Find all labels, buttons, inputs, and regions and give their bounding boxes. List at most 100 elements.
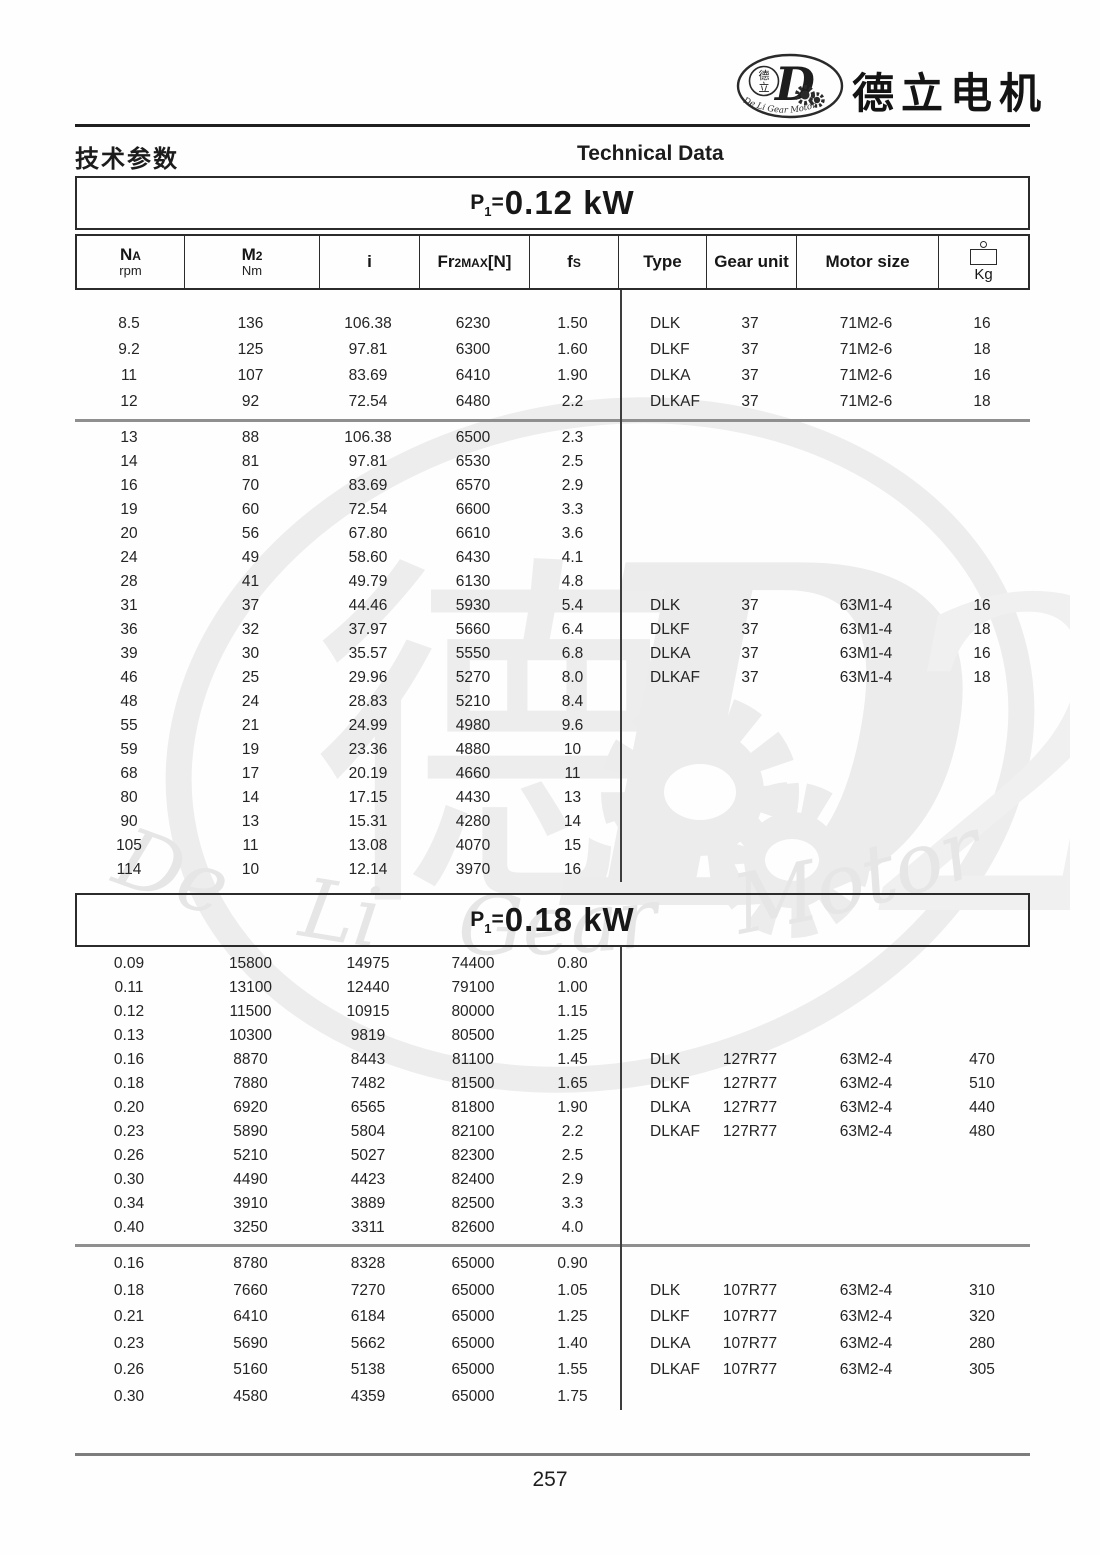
power-equals: =: [491, 191, 504, 214]
table-block: 13 88 106.38 6500 2.3 14 81 97.81 6530 2.5 16 70 83.…: [75, 426, 1030, 882]
table-row: 0.30 4580 4359 65000 1.75: [75, 1384, 1030, 1411]
table-cell: 310: [969, 1281, 995, 1299]
table-block: 8.5 136 106.38 6230 1.50 DLK 37 71M2-6 16 9.2 125 9…: [75, 311, 1030, 415]
table-cell: 20.19: [348, 765, 388, 782]
table-cell: 5890: [233, 1123, 268, 1140]
table-cell: 60: [241, 501, 260, 518]
table-cell: 28: [120, 573, 138, 590]
table-cell: 6.8: [561, 645, 584, 662]
table-cell: 11: [242, 837, 259, 854]
col-header-motor-size: Motor size: [797, 236, 939, 288]
table-row: 55 21 24.99 4980 9.6: [75, 714, 1030, 738]
table-cell: 36: [120, 621, 138, 638]
table-cell: 35.57: [348, 645, 388, 662]
table-cell: 0.23: [113, 1123, 145, 1140]
table-cell: 320: [969, 1308, 995, 1326]
table-cell: 8870: [233, 1051, 268, 1068]
table-cell: 24: [241, 693, 260, 710]
table-cell: 97.81: [348, 341, 388, 358]
table-cell: DLK: [650, 1281, 681, 1299]
table-cell: 11: [564, 765, 581, 782]
company-name: 德立电机: [852, 69, 1049, 118]
table-row: 20 56 67.80 6610 3.6: [75, 522, 1030, 546]
table-cell: 136: [237, 315, 264, 332]
table-cell: 63M1-4: [839, 645, 893, 662]
table-cell: 15: [563, 837, 582, 854]
table-cell: 1.65: [557, 1075, 588, 1092]
table-cell: 37: [741, 341, 759, 358]
table-cell: 7482: [350, 1075, 386, 1092]
logo-d-letter: D: [773, 57, 815, 111]
table-cell: 6480: [455, 393, 491, 410]
table-cell: 4423: [350, 1171, 386, 1188]
table-cell: 65000: [451, 1361, 495, 1379]
table-cell: 58.60: [348, 549, 388, 566]
table-row: 0.23 5690 5662 65000 1.40 DLKA 107R77 63M2-4 280: [75, 1331, 1030, 1358]
table-cell: 4070: [455, 837, 491, 854]
table-cell: 107R77: [722, 1361, 778, 1379]
table-cell: 18: [973, 393, 991, 410]
table-cell: 28.83: [348, 693, 388, 710]
table-cell: 16: [120, 477, 138, 494]
table-cell: 6920: [233, 1099, 268, 1116]
table-cell: 127R77: [722, 1099, 778, 1116]
table-cell: 1.40: [557, 1334, 588, 1352]
table-row: 0.12 11500 10915 80000 1.15: [75, 1000, 1030, 1024]
table-cell: 127R77: [722, 1123, 778, 1140]
table-cell: 6300: [455, 341, 491, 358]
table-cell: 56: [241, 525, 260, 542]
table-cell: 0.18: [113, 1075, 145, 1092]
table-cell: 1.50: [557, 315, 588, 332]
power-symbol: P: [470, 191, 485, 214]
table-cell: 12440: [346, 979, 390, 996]
table-cell: 37: [741, 597, 759, 614]
table-cell: 10: [563, 741, 582, 758]
table-cell: DLK: [650, 315, 681, 332]
table-cell: 4280: [455, 813, 491, 830]
table-cell: 5138: [350, 1361, 386, 1379]
table-cell: 14: [120, 453, 138, 470]
table-row: 114 10 12.14 3970 16: [75, 858, 1030, 882]
table-cell: 25: [241, 669, 260, 686]
table-cell: 5210: [233, 1147, 268, 1164]
table-cell: 9.6: [561, 717, 584, 734]
table-row: 36 32 37.97 5660 6.4 DLKF 37 63M1-4 18: [75, 618, 1030, 642]
table-row: 0.23 5890 5804 82100 2.2 DLKAF 127R77 63M2-4 480: [75, 1120, 1030, 1144]
table-row: 9.2 125 97.81 6300 1.60 DLKF 37 71M2-6 18: [75, 337, 1030, 363]
table-cell: DLKA: [650, 367, 691, 384]
table-cell: 2.5: [561, 453, 584, 470]
table-cell: 70: [241, 477, 260, 494]
table-cell: 65000: [451, 1387, 495, 1405]
table-cell: 6530: [455, 453, 491, 470]
table-cell: 5690: [233, 1334, 268, 1352]
table-cell: 105: [116, 837, 142, 854]
table-cell: 20: [120, 525, 138, 542]
table-cell: 13: [563, 789, 582, 806]
table-cell: 71M2-6: [839, 315, 893, 332]
table-cell: 65000: [451, 1308, 495, 1326]
table-cell: 14975: [346, 955, 390, 972]
table-row: 48 24 28.83 5210 8.4: [75, 690, 1030, 714]
table-cell: 305: [969, 1361, 995, 1379]
table-cell: 0.34: [113, 1195, 145, 1212]
table-cell: 81100: [452, 1051, 494, 1068]
table-cell: 5550: [455, 645, 491, 662]
table-cell: 6410: [455, 367, 491, 384]
table-cell: 0.21: [113, 1308, 145, 1326]
table-cell: 114: [116, 861, 142, 878]
table-cell: 21: [241, 717, 260, 734]
table-row: 16 70 83.69 6570 2.9: [75, 474, 1030, 498]
column-divider: [620, 947, 622, 1410]
page-number: 257: [532, 1468, 568, 1491]
table-cell: 4980: [455, 717, 491, 734]
table-cell: DLKA: [650, 1099, 691, 1116]
table-cell: 8328: [350, 1255, 386, 1273]
table-row: 0.18 7880 7482 81500 1.65 DLKF 127R77 63M2-4 510: [75, 1072, 1030, 1096]
table-cell: 107R77: [722, 1308, 778, 1326]
table-cell: 17: [241, 765, 260, 782]
col-header-na: NA rpm: [77, 236, 185, 288]
table-cell: 0.30: [113, 1171, 145, 1188]
header-rule: [75, 124, 1030, 127]
table-cell: 32: [241, 621, 260, 638]
table-cell: 6410: [233, 1308, 268, 1326]
